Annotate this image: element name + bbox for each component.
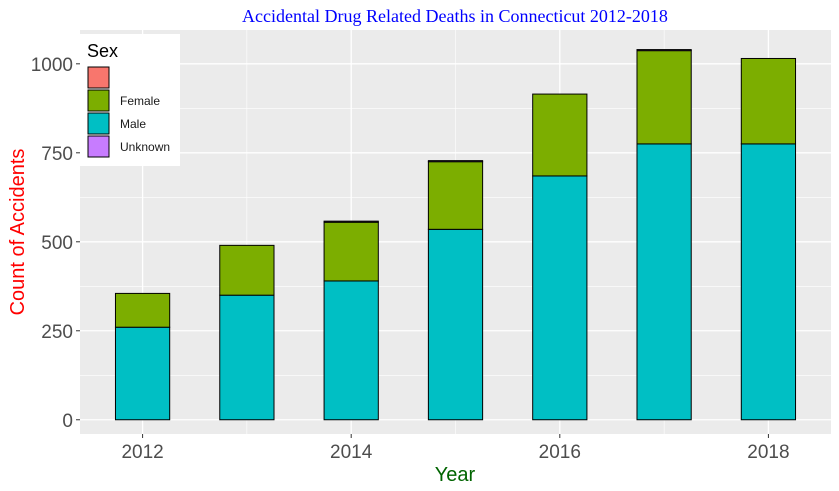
legend-label: Male — [120, 117, 146, 131]
y-tick-label: 250 — [41, 322, 73, 343]
legend-swatch — [87, 89, 110, 112]
bar-male-2018 — [740, 143, 797, 421]
x-tick-label: 2012 — [121, 442, 163, 463]
legend-label: Female — [120, 94, 160, 108]
legend-swatch — [87, 135, 110, 158]
bar-female-2018 — [740, 57, 797, 145]
x-tick-label: 2018 — [747, 442, 789, 463]
y-axis-label: Count of Accidents — [7, 149, 29, 316]
x-tick-label: 2016 — [539, 442, 581, 463]
legend-swatch — [87, 66, 110, 89]
y-tick-label: 750 — [41, 144, 73, 165]
bar-male-2017 — [636, 143, 692, 421]
bar-female-2017 — [636, 50, 692, 145]
bar-male-2012 — [114, 326, 171, 421]
legend: Sex Female Male Unknown — [80, 34, 180, 166]
bar-female-2016 — [532, 93, 588, 177]
chart-title: Accidental Drug Related Deaths in Connec… — [242, 6, 668, 26]
bar-male-2013 — [219, 294, 275, 421]
bar-unknown-2015 — [427, 160, 484, 163]
legend-label: Unknown — [120, 140, 170, 154]
bars — [114, 49, 797, 421]
bar-female-2014 — [323, 221, 379, 282]
bar-female-2012 — [114, 292, 171, 328]
bar-male-2015 — [427, 228, 484, 421]
y-tick-label: 0 — [62, 411, 73, 432]
x-axis-ticks: 2012 2014 2016 2018 — [121, 434, 790, 463]
bar-male-2016 — [532, 175, 588, 421]
y-tick-label: 1000 — [31, 55, 73, 76]
bar-female-2013 — [219, 244, 275, 296]
x-tick-label: 2014 — [330, 442, 373, 463]
legend-swatch — [87, 112, 110, 135]
bar-unknown-2014 — [323, 220, 379, 223]
bar-male-2014 — [323, 280, 379, 421]
bar-female-2015 — [427, 161, 484, 230]
legend-title: Sex — [87, 41, 118, 61]
bar-unknown-2017 — [636, 49, 692, 52]
y-tick-label: 500 — [41, 233, 73, 254]
y-axis-ticks: 0 250 500 750 1000 — [31, 55, 80, 432]
x-axis-label: Year — [435, 464, 476, 486]
